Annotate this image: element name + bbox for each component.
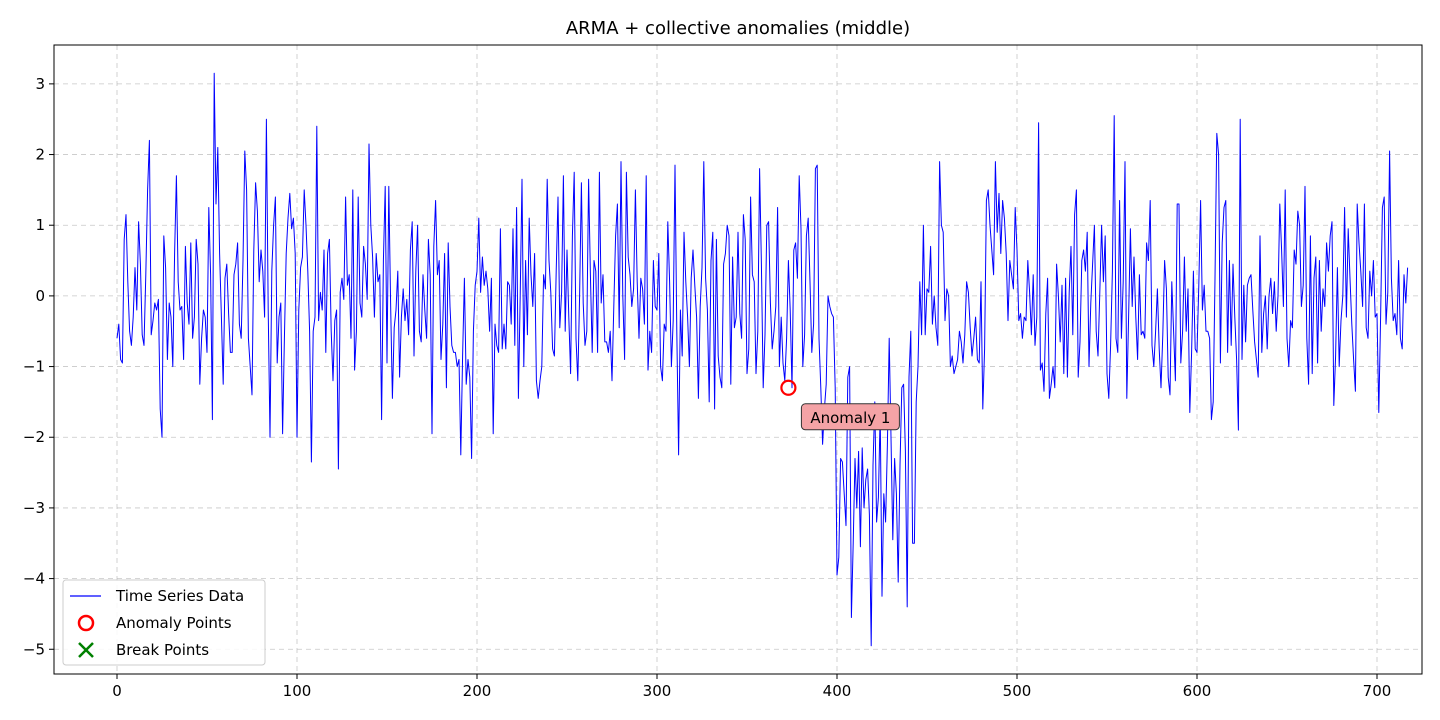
plot-frame (53, 44, 1423, 675)
anomaly-point (780, 379, 797, 396)
y-tick-label: 0 (35, 287, 45, 305)
legend-circle-swatch (77, 614, 95, 632)
legend: Time Series Data Anomaly Points Break Poin… (62, 579, 266, 666)
x-tick-label: 700 (1363, 682, 1392, 700)
series-layer (116, 72, 1409, 647)
legend-label: Break Points (116, 641, 209, 659)
chart-title: ARMA + collective anomalies (middle) (566, 18, 910, 39)
annotation-label: Anomaly 1 (810, 409, 890, 427)
legend-box (62, 579, 266, 666)
x-tick-label: 600 (1183, 682, 1212, 700)
series-line (116, 72, 1409, 647)
legend-label: Anomaly Points (116, 614, 232, 632)
y-tick-label: −5 (23, 640, 45, 658)
annotation-layer: Anomaly 1 (800, 403, 900, 431)
x-tick-label: 0 (112, 682, 122, 700)
anomaly-markers (780, 379, 797, 396)
annotation-box (800, 403, 900, 431)
x-tick-label: 300 (643, 682, 672, 700)
y-tick-label: −2 (23, 428, 45, 446)
x-tick-label: 200 (463, 682, 492, 700)
axis-ticks: 0 100 200 300 400 500 600 700 3 2 1 0 −1 −2 −3 −4 −5 (23, 75, 1391, 700)
y-tick-label: 2 (35, 146, 45, 164)
y-tick-label: −3 (23, 499, 45, 517)
y-tick-label: 1 (35, 216, 45, 234)
x-tick-label: 500 (1003, 682, 1032, 700)
y-tick-label: −4 (23, 570, 45, 588)
y-tick-label: 3 (35, 75, 45, 93)
x-tick-label: 400 (823, 682, 852, 700)
legend-label: Time Series Data (115, 587, 244, 605)
legend-x-swatch (78, 642, 94, 658)
x-tick-label: 100 (283, 682, 312, 700)
y-tick-label: −1 (23, 358, 45, 376)
